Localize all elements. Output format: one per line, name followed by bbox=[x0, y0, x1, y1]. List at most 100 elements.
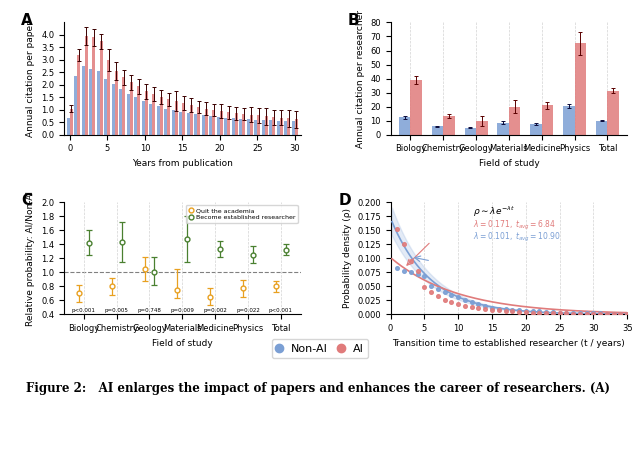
Point bbox=[507, 308, 517, 315]
Bar bbox=[217, 117, 220, 135]
Bar bbox=[247, 119, 250, 135]
Point bbox=[507, 306, 517, 313]
Point bbox=[433, 293, 443, 300]
Point bbox=[514, 308, 524, 316]
Bar bbox=[443, 116, 454, 135]
Bar bbox=[120, 88, 122, 135]
Y-axis label: Annual citation per researcher: Annual citation per researcher bbox=[356, 9, 365, 148]
Point bbox=[521, 308, 531, 316]
Bar bbox=[220, 111, 223, 135]
Point bbox=[399, 267, 409, 274]
Bar bbox=[122, 77, 125, 135]
Bar bbox=[92, 37, 95, 135]
Bar bbox=[175, 101, 178, 135]
Point bbox=[548, 308, 558, 316]
Bar bbox=[280, 118, 283, 135]
Bar bbox=[167, 99, 170, 135]
Bar bbox=[182, 103, 186, 135]
X-axis label: Field of study: Field of study bbox=[479, 159, 540, 168]
Point bbox=[609, 310, 619, 317]
Point bbox=[561, 309, 572, 316]
Text: p<0.001: p<0.001 bbox=[72, 308, 95, 313]
Bar bbox=[531, 124, 541, 135]
Point bbox=[534, 309, 545, 316]
Bar bbox=[292, 121, 294, 135]
Point bbox=[615, 310, 625, 317]
Point bbox=[440, 296, 450, 304]
Bar bbox=[607, 91, 619, 135]
Bar bbox=[164, 109, 167, 135]
Point bbox=[493, 307, 504, 314]
Bar bbox=[497, 123, 509, 135]
Point bbox=[622, 310, 632, 317]
Point bbox=[568, 309, 578, 316]
Text: C: C bbox=[21, 193, 33, 208]
Point bbox=[527, 309, 538, 316]
Legend: Non-AI, AI: Non-AI, AI bbox=[272, 339, 368, 358]
Bar bbox=[172, 110, 175, 135]
X-axis label: Years from publication: Years from publication bbox=[132, 159, 233, 168]
Bar bbox=[476, 121, 488, 135]
Y-axis label: Relative probability: AI/Non-AI: Relative probability: AI/Non-AI bbox=[26, 191, 35, 326]
Point bbox=[568, 310, 578, 317]
Point bbox=[514, 307, 524, 314]
Point bbox=[595, 310, 605, 317]
Bar bbox=[130, 82, 133, 135]
Bar bbox=[276, 121, 280, 135]
Text: p=0.748: p=0.748 bbox=[138, 308, 161, 313]
Bar bbox=[195, 114, 197, 135]
Point bbox=[534, 308, 545, 315]
X-axis label: Field of study: Field of study bbox=[152, 339, 212, 348]
Bar bbox=[563, 106, 575, 135]
Text: Figure 2:   AI enlarges the impact of papers and enhances the career of research: Figure 2: AI enlarges the impact of pape… bbox=[26, 382, 610, 395]
Point bbox=[467, 304, 477, 311]
Point bbox=[426, 283, 436, 290]
Point bbox=[493, 305, 504, 313]
Point bbox=[392, 225, 403, 233]
Text: p<0.001: p<0.001 bbox=[269, 308, 293, 313]
Bar bbox=[205, 109, 208, 135]
Bar bbox=[74, 76, 77, 135]
Legend: Quit the academia, Become established researcher: Quit the academia, Become established re… bbox=[186, 205, 298, 223]
Bar bbox=[85, 36, 88, 135]
Bar bbox=[284, 121, 287, 135]
Text: p=0.002: p=0.002 bbox=[204, 308, 227, 313]
Bar bbox=[145, 91, 148, 135]
Point bbox=[602, 310, 612, 317]
Bar bbox=[127, 93, 130, 135]
Bar bbox=[160, 97, 163, 135]
Bar bbox=[187, 113, 190, 135]
Bar bbox=[97, 71, 100, 135]
Bar bbox=[250, 115, 253, 135]
Bar bbox=[115, 71, 118, 135]
Point bbox=[453, 294, 463, 301]
Bar bbox=[70, 109, 73, 135]
Point bbox=[446, 291, 456, 298]
Point bbox=[446, 298, 456, 305]
Bar bbox=[257, 115, 260, 135]
Point bbox=[588, 310, 598, 317]
Bar bbox=[100, 41, 103, 135]
Point bbox=[575, 310, 585, 317]
Bar bbox=[269, 120, 272, 135]
Bar bbox=[190, 105, 193, 135]
Bar bbox=[465, 128, 476, 135]
Point bbox=[406, 257, 416, 264]
Bar bbox=[509, 107, 520, 135]
Bar bbox=[152, 93, 156, 135]
Bar bbox=[112, 84, 115, 135]
Text: A: A bbox=[21, 13, 33, 28]
Bar bbox=[82, 66, 85, 135]
Bar bbox=[179, 112, 182, 135]
Text: p=0.022: p=0.022 bbox=[236, 308, 260, 313]
Point bbox=[609, 310, 619, 317]
Bar bbox=[232, 119, 235, 135]
Bar bbox=[399, 117, 410, 135]
Bar bbox=[239, 119, 242, 135]
Point bbox=[433, 286, 443, 293]
Bar bbox=[242, 114, 245, 135]
Bar bbox=[287, 119, 290, 135]
Point bbox=[554, 310, 564, 317]
Bar bbox=[108, 60, 111, 135]
Point bbox=[500, 306, 511, 313]
